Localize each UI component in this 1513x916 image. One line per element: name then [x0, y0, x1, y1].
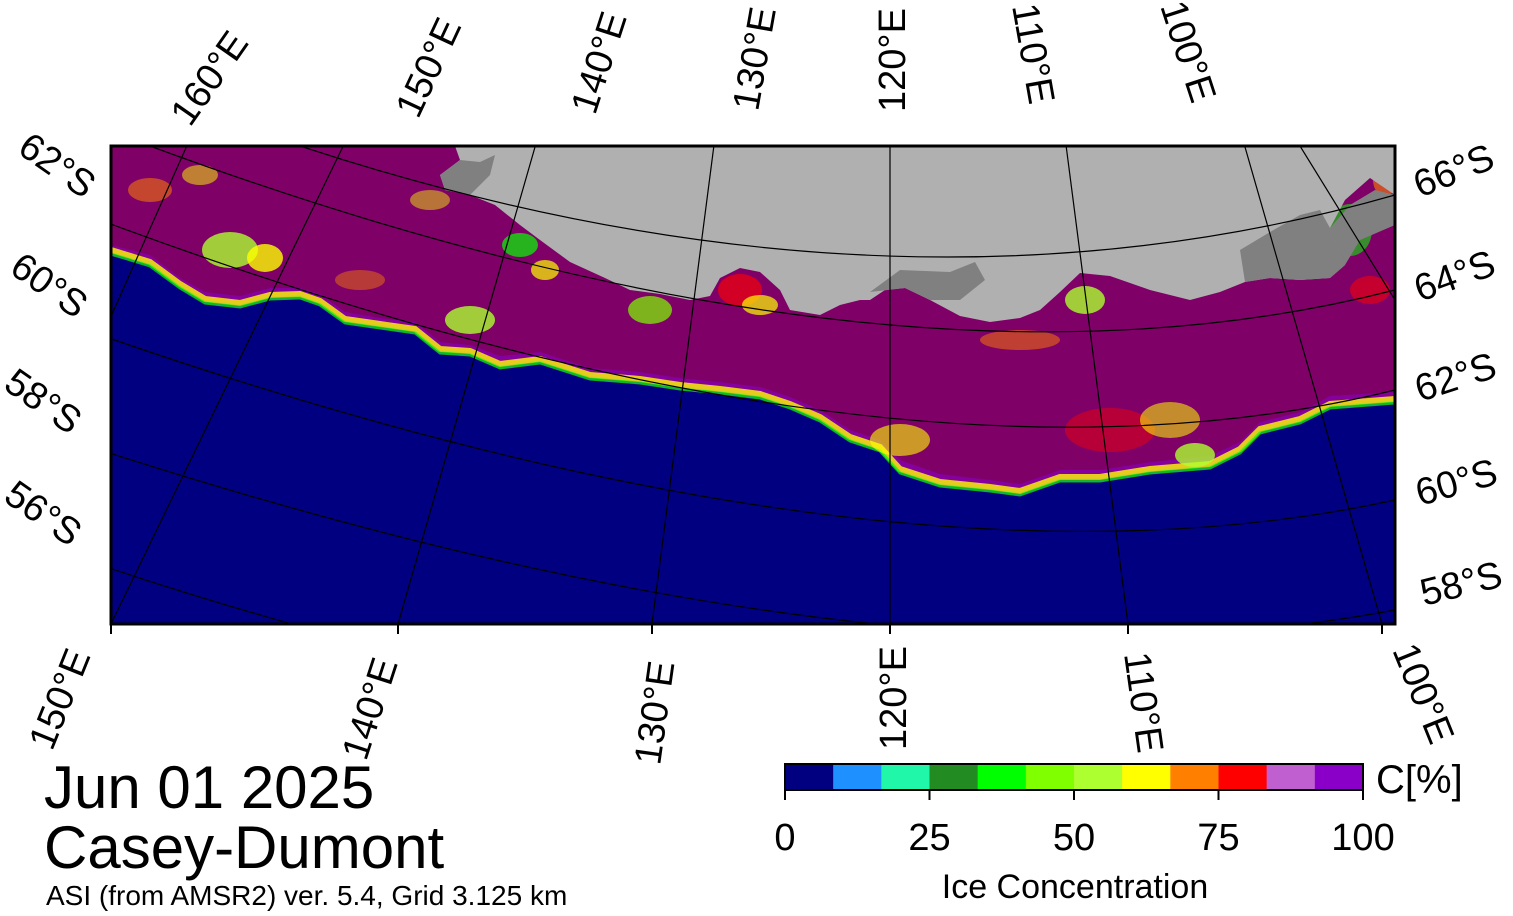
colorbar-segment [1314, 764, 1364, 790]
bottom-lon-label: 100°E [1384, 638, 1462, 750]
bottom-lon-label: 140°E [335, 653, 407, 765]
sea-ice-edge [111, 247, 1395, 495]
bottom-lon-label: 150°E [21, 643, 99, 755]
ice-shelf [440, 155, 495, 195]
bottom-lon-label: 110°E [1115, 649, 1171, 755]
right-lat-label: 58°S [1416, 554, 1507, 615]
colorbar-tick-label: 75 [1197, 817, 1239, 859]
meridian-90e [1299, 146, 1395, 301]
ice-shelf [1240, 210, 1345, 282]
meridian-150e [111, 146, 344, 624]
colorbar-segment [1025, 764, 1075, 790]
parallel-64s [149, 146, 1395, 333]
colorbar-tick-label: 0 [774, 817, 795, 859]
parallel-58s [111, 452, 1395, 624]
colorbar-segment [1218, 764, 1268, 790]
bottom-lon-label: 120°E [873, 646, 915, 750]
parallel-62s [111, 223, 1395, 428]
meridian-160e [111, 146, 188, 318]
top-lon-label: 120°E [872, 8, 914, 112]
colorbar-segment [833, 764, 882, 790]
antarctic-land [440, 146, 1395, 322]
parallel-66s [299, 146, 1395, 258]
colorbar-segment [1122, 764, 1171, 790]
right-lat-label: 64°S [1409, 243, 1501, 311]
colorbar-segment [785, 764, 834, 790]
colorbar-tick-label: 50 [1053, 817, 1095, 859]
top-lon-label: 130°E [726, 4, 785, 114]
meridian-130e [651, 146, 715, 624]
left-lat-label: 60°S [3, 245, 95, 327]
colorbar-title: Ice Concentration [941, 868, 1209, 906]
top-lon-label: 150°E [388, 12, 470, 124]
top-lon-label: 160°E [163, 24, 257, 133]
source-label: ASI (from AMSR2) ver. 5.4, Grid 3.125 km [46, 880, 568, 911]
parallel-60s [111, 338, 1395, 532]
left-lat-label: 58°S [0, 361, 89, 443]
map-frame [109, 144, 1397, 626]
ice-shelf [870, 262, 985, 300]
top-lon-label: 100°E [1151, 0, 1223, 108]
right-lat-label: 66°S [1408, 136, 1501, 206]
colorbar-segment [929, 764, 979, 790]
map-area [111, 146, 1395, 624]
meridian-110e [1065, 146, 1129, 624]
colorbar-segment [977, 764, 1027, 790]
date-label: Jun 01 2025 [44, 754, 375, 821]
region-label: Casey-Dumont [44, 814, 445, 881]
meridian-100e [1244, 146, 1383, 624]
graticule [111, 146, 1395, 624]
colorbar: 0 25 50 75 100 [774, 763, 1395, 859]
colorbar-tick-label: 25 [908, 817, 950, 859]
ice-shelf [1330, 190, 1395, 265]
right-lat-label: 60°S [1411, 451, 1502, 514]
colorbar-segment [1266, 764, 1316, 790]
colorbar-segment [1170, 764, 1219, 790]
top-lon-label: 110°E [1003, 0, 1062, 107]
right-lat-label: 62°S [1410, 345, 1502, 411]
colorbar-segment [1074, 764, 1123, 790]
top-lon-label: 140°E [564, 7, 636, 119]
bottom-lon-label: 130°E [627, 658, 683, 767]
colorbar-unit: C[%] [1376, 758, 1463, 802]
colorbar-tick-label: 100 [1331, 817, 1394, 859]
left-lat-label: 62°S [11, 125, 103, 207]
colorbar-segment [881, 764, 930, 790]
left-lat-label: 56°S [0, 473, 89, 555]
sea-ice-edge-green [111, 252, 1395, 497]
frame-ticks [110, 624, 1383, 634]
